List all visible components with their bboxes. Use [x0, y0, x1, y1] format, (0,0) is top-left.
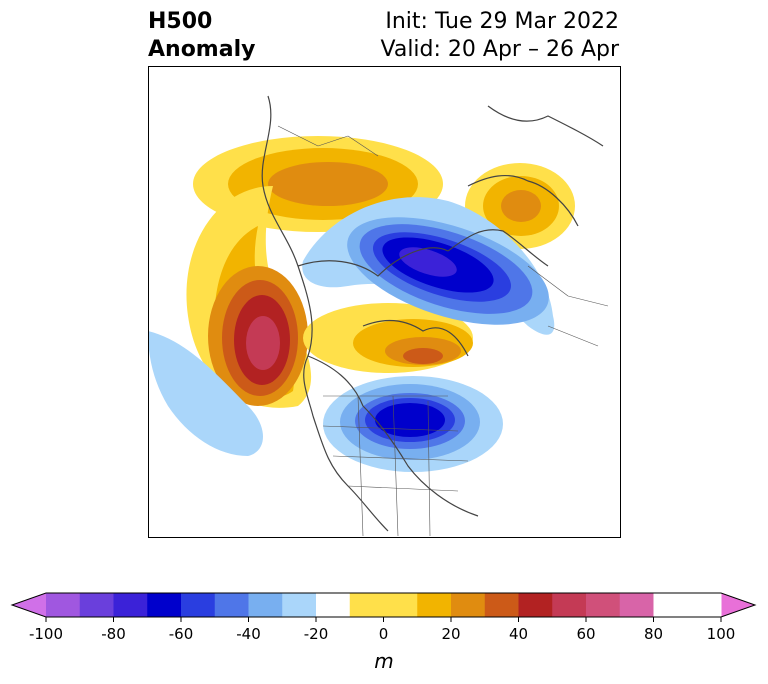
colorbar-bin: [687, 593, 722, 617]
colorbar-unit-label: m: [374, 649, 393, 673]
map-frame: [148, 66, 621, 538]
colorbar-bin: [147, 593, 182, 617]
valid-range: Valid: 20 Apr – 26 Apr: [380, 37, 620, 62]
map-dates: Init: Tue 29 Mar 2022 Valid: 20 Apr – 26…: [381, 8, 620, 64]
trough-pacific: [148, 331, 263, 456]
ridge-greenland: [303, 303, 473, 373]
coastlines: [261, 95, 604, 532]
colorbar-tick-label: 0: [379, 625, 389, 643]
colorbar-bin: [349, 593, 418, 617]
map-title: H500 Anomaly: [148, 8, 255, 64]
colorbar-bin: [113, 593, 148, 617]
colorbar-tick-label: -80: [101, 625, 126, 643]
colorbar-ticks: -100 -80 -60 -40 -20 0 20 40 60 80 100: [29, 617, 735, 643]
colorbar-bin: [586, 593, 621, 617]
colorbar-bin: [484, 593, 519, 617]
colorbar-tick-label: 20: [441, 625, 460, 643]
init-date: Init: Tue 29 Mar 2022: [385, 9, 619, 34]
colorbar-bin: [653, 593, 688, 617]
political-borders: [277, 125, 609, 537]
colorbar-tick-label: -20: [304, 625, 329, 643]
colorbar-bin: [552, 593, 587, 617]
colorbar-tick-label: 60: [576, 625, 595, 643]
colorbar: -100 -80 -60 -40 -20 0 20 40 60 80 100 m: [10, 592, 757, 673]
colorbar-extend-high: [721, 593, 755, 617]
colorbar-bin: [181, 593, 216, 617]
colorbar-bin: [282, 593, 317, 617]
colorbar-bin: [214, 593, 249, 617]
colorbar-tick-label: -100: [29, 625, 63, 643]
colorbar-tick-label: -60: [169, 625, 194, 643]
ridge-pacific: [186, 186, 312, 408]
colorbar-bin: [316, 593, 351, 617]
colorbar-tick-label: 40: [509, 625, 528, 643]
colorbar-bin: [46, 593, 81, 617]
anomaly-map: [148, 66, 621, 538]
colorbar-bin: [79, 593, 114, 617]
colorbar-bin: [248, 593, 283, 617]
trough-arctic: [302, 197, 555, 335]
colorbar-bins: [12, 593, 755, 617]
colorbar-bin: [518, 593, 553, 617]
colorbar-bin: [417, 593, 452, 617]
title-subtitle: Anomaly: [148, 37, 256, 62]
colorbar-extend-low: [12, 593, 46, 617]
colorbar-tick-label: -40: [236, 625, 261, 643]
colorbar-tick-label: 80: [644, 625, 663, 643]
title-variable: H500: [148, 9, 213, 34]
colorbar-tick-label: 100: [707, 625, 736, 643]
colorbar-bin: [451, 593, 486, 617]
colorbar-bin: [619, 593, 654, 617]
trough-north-america: [323, 376, 503, 472]
